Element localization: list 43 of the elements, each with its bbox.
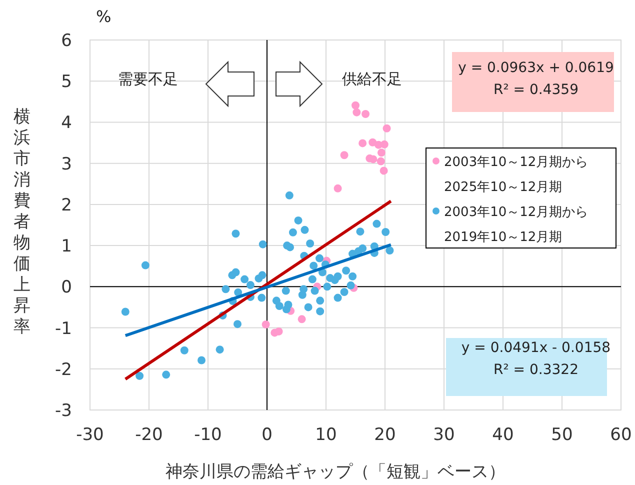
annotation: y = 0.0963x + 0.0619 R² = 0.4359 bbox=[458, 60, 614, 98]
annotation: y = 0.0491x - 0.0158 R² = 0.3322 bbox=[461, 340, 611, 378]
y-tick-label: 3 bbox=[61, 154, 72, 174]
x-tick-label: -30 bbox=[76, 425, 104, 445]
x-tick-label: -10 bbox=[194, 425, 222, 445]
x-tick-label: 50 bbox=[551, 425, 573, 445]
point bbox=[334, 184, 342, 192]
x-tick-label: 0 bbox=[262, 425, 272, 445]
y-tick-label: -2 bbox=[55, 360, 72, 380]
y-tick-label: 2 bbox=[61, 195, 72, 216]
x-tick-label: 20 bbox=[374, 425, 396, 445]
text: % bbox=[96, 7, 112, 26]
point bbox=[352, 101, 360, 110]
x-tick-label: -20 bbox=[135, 425, 163, 445]
y-tick-label: 6 bbox=[61, 31, 72, 51]
y-tick-label: -3 bbox=[55, 401, 72, 421]
text: 横浜市消費者物価上昇率 bbox=[14, 107, 30, 337]
point bbox=[380, 166, 388, 175]
legend-label: 2003年10～12月期から2025年10～12月期 bbox=[444, 155, 588, 195]
y-tick-label: 4 bbox=[61, 113, 72, 134]
point bbox=[358, 139, 367, 148]
x-tick-label: 40 bbox=[492, 425, 514, 445]
point bbox=[376, 157, 385, 166]
point bbox=[262, 320, 270, 328]
x-tick-label: 60 bbox=[610, 425, 632, 445]
y-tick-label: -1 bbox=[55, 318, 72, 339]
y-tick-label: 1 bbox=[61, 236, 72, 257]
annotation: 供給不足 bbox=[342, 70, 402, 88]
point bbox=[382, 124, 391, 132]
point bbox=[380, 140, 388, 148]
annotation: 需要不足 bbox=[118, 70, 178, 88]
legend-label: 2003年10～12月期から2019年10～12月期 bbox=[444, 205, 588, 245]
point bbox=[352, 108, 361, 116]
y-tick-label: 5 bbox=[61, 72, 72, 92]
point bbox=[340, 151, 348, 160]
x-tick-label: 30 bbox=[433, 425, 455, 445]
point bbox=[377, 148, 386, 157]
point bbox=[362, 110, 370, 118]
y-tick-label: 0 bbox=[61, 278, 72, 298]
x-tick-label: 10 bbox=[315, 425, 337, 445]
point bbox=[298, 315, 306, 324]
x-axis-title: 神奈川県の需給ギャップ（「短観」ベース） bbox=[166, 462, 506, 482]
point bbox=[274, 327, 283, 336]
